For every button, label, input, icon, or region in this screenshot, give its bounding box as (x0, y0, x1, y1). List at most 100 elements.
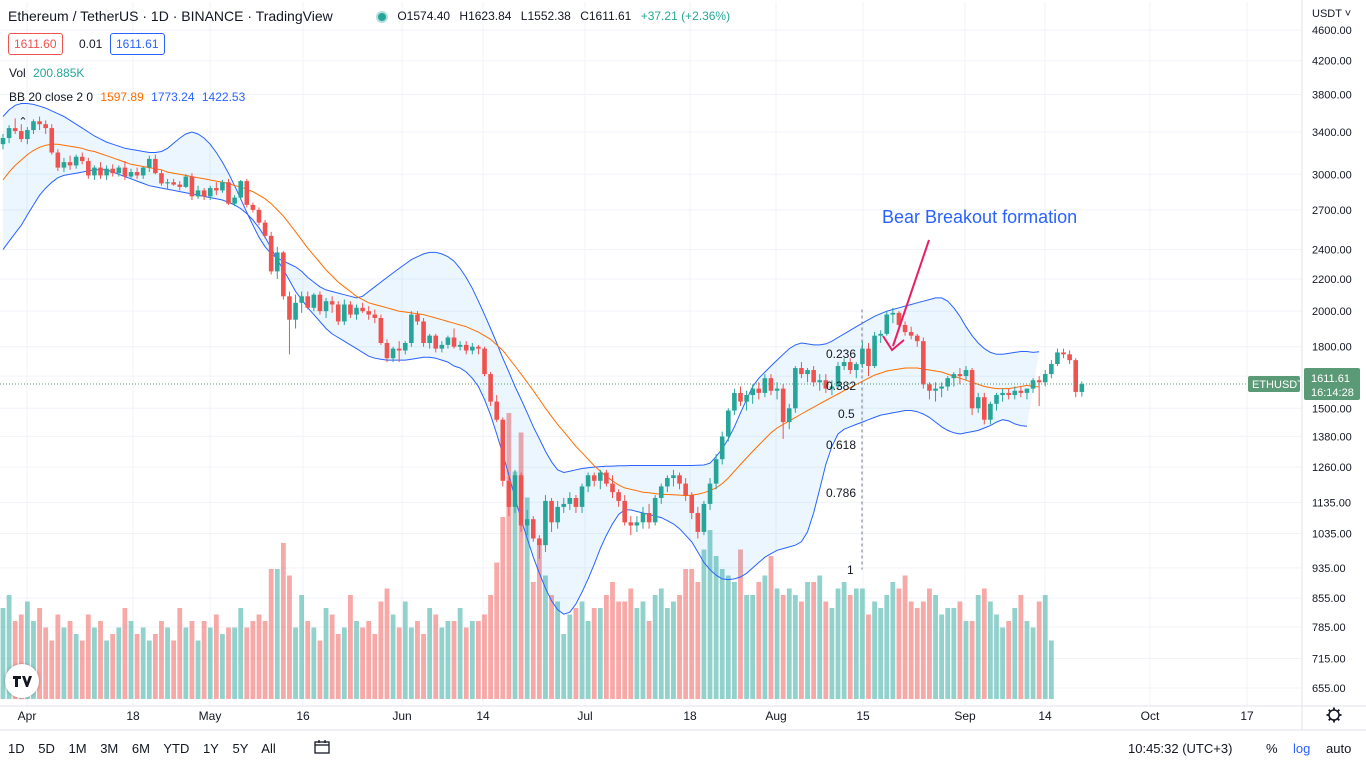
gear-icon[interactable] (1326, 707, 1342, 723)
volume-bar (780, 595, 786, 699)
candle-body (207, 188, 213, 197)
candle-body (445, 337, 451, 345)
bb-upper-value: 1773.24 (151, 90, 195, 104)
volume-bar (719, 569, 725, 699)
tf-1d[interactable]: 1D (8, 741, 25, 756)
candle-body (177, 184, 183, 187)
volume-bar (1036, 601, 1042, 699)
volume-bar (738, 549, 743, 699)
volume-bar (805, 582, 810, 699)
candle-body (305, 296, 311, 308)
price-tick-label: 785.00 (1312, 622, 1346, 634)
buy-button[interactable]: 1611.61 (110, 33, 165, 55)
fib-level-label: 0.5 (838, 407, 855, 421)
volume-bar (299, 595, 305, 699)
candle-body (451, 337, 457, 347)
price-tick-label: 1260.00 (1312, 462, 1352, 474)
candle-body (238, 181, 244, 198)
candle-body (415, 314, 420, 322)
time-tick-label: Jul (577, 709, 592, 723)
volume-bar (268, 569, 274, 699)
tf-5y[interactable]: 5Y (232, 741, 249, 756)
gear-tooth (1336, 709, 1340, 713)
volume-bar (220, 634, 225, 699)
tf-1y[interactable]: 1Y (202, 741, 219, 756)
candle-body (439, 344, 445, 349)
volume-bar (226, 627, 231, 699)
volume-bar (750, 595, 756, 699)
candle-body (244, 181, 250, 205)
candle-body (494, 401, 499, 420)
volume-bar (12, 621, 18, 699)
time-tick-label: 16 (296, 709, 310, 723)
candle-body (988, 403, 993, 420)
last-price-label: 1611.61 (1311, 373, 1350, 385)
bb-upper-line (2, 103, 1040, 474)
price-tick-label: 4600.00 (1312, 25, 1352, 37)
volume-bar (786, 588, 792, 699)
percent-toggle[interactable]: % (1266, 741, 1278, 756)
price-tick-label: 2200.00 (1312, 274, 1352, 286)
candle-body (640, 512, 646, 523)
volume-bar (476, 621, 481, 699)
volume-bar (122, 608, 128, 699)
volume-bar (341, 627, 347, 699)
auto-toggle[interactable]: auto (1326, 741, 1352, 756)
date-range-icon[interactable] (313, 738, 331, 759)
price-tick-label: 2700.00 (1312, 205, 1352, 217)
bb-fill (3, 103, 1040, 615)
volume-bar (951, 608, 957, 699)
candle-body (817, 380, 823, 383)
volume-bar (1024, 621, 1030, 699)
log-toggle[interactable]: log (1293, 741, 1311, 756)
symbol-title[interactable]: Ethereum / TetherUS · 1D · BINANCE · Tra… (8, 8, 333, 24)
bb-basis-value: 1597.89 (100, 90, 144, 104)
fib-level-label: 0.786 (826, 486, 856, 500)
candle-body (457, 344, 463, 347)
tradingview-logo-icon[interactable] (5, 664, 39, 698)
candle-body (726, 410, 731, 437)
candle-body (878, 333, 883, 336)
volume-bar (274, 569, 280, 699)
volume-bar (975, 595, 981, 699)
tf-6m[interactable]: 6M (131, 741, 150, 756)
volume-bar (415, 621, 420, 699)
volume-bar (384, 588, 390, 699)
candle-body (402, 343, 408, 351)
clock[interactable]: 10:45:32 (UTC+3) (1128, 741, 1233, 756)
volume-bar (73, 634, 79, 699)
volume-bar (378, 601, 384, 699)
bollinger-legend[interactable]: BB 20 close 2 0 1597.89 1773.24 1422.53 (9, 90, 245, 104)
candle-body (360, 307, 365, 312)
volume-bar (701, 549, 707, 699)
candle-body (646, 512, 652, 523)
tf-all[interactable]: All (261, 741, 276, 756)
time-tick-label: Apr (18, 709, 37, 723)
candle-body (201, 190, 207, 197)
candle-body (153, 158, 158, 174)
fibonacci-retracement: 0.236 0.382 0.5 0.618 0.786 1 (826, 309, 863, 577)
candle-body (1018, 390, 1024, 393)
price-tick-label: 655.00 (1312, 683, 1346, 695)
volume-bar (664, 608, 670, 699)
time-tick-label: 17 (1240, 709, 1254, 723)
candle-body (872, 335, 877, 367)
tf-ytd[interactable]: YTD (163, 741, 190, 756)
price-tick-label: 2400.00 (1312, 245, 1352, 257)
candle-body (805, 370, 810, 375)
tf-5d[interactable]: 5D (38, 741, 55, 756)
collapse-legend-button[interactable]: ⌃ (12, 113, 34, 131)
candle-body (1067, 354, 1072, 361)
tf-1m[interactable]: 1M (68, 741, 87, 756)
candle-body (378, 317, 384, 344)
volume-bar (189, 621, 195, 699)
candle-body (610, 483, 615, 493)
tf-3m[interactable]: 3M (100, 741, 119, 756)
candle-body (1073, 360, 1079, 392)
volume-bar (518, 432, 524, 699)
sell-button[interactable]: 1611.60 (8, 33, 63, 55)
volume-bar (604, 595, 609, 699)
candle-body (0, 138, 6, 145)
volume-legend[interactable]: Vol 200.885K (9, 66, 84, 80)
